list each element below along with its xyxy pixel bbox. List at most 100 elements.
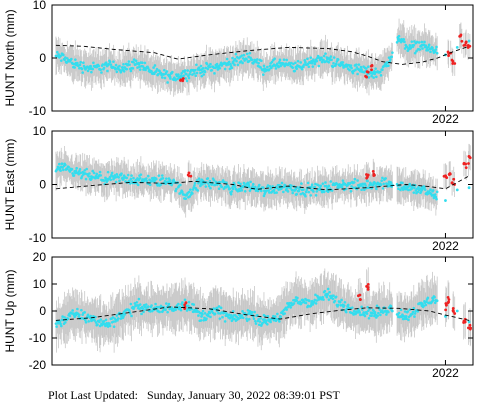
data-point <box>128 179 131 183</box>
data-point <box>253 185 257 189</box>
data-point <box>163 76 167 80</box>
data-point <box>55 325 58 328</box>
data-point <box>255 58 259 61</box>
recent-point <box>467 162 470 165</box>
data-point <box>412 191 416 194</box>
data-point <box>145 179 149 183</box>
data-point <box>127 60 131 63</box>
data-point <box>133 302 137 305</box>
data-point <box>58 55 62 58</box>
data-point <box>200 315 203 318</box>
data-point <box>184 193 188 197</box>
data-point <box>105 323 109 326</box>
recent-point <box>460 39 464 43</box>
data-point <box>421 47 424 50</box>
data-point <box>155 67 159 71</box>
data-point <box>218 66 222 70</box>
data-point <box>216 68 220 71</box>
recent-point <box>184 301 188 305</box>
data-point <box>148 183 152 187</box>
data-point <box>55 168 59 171</box>
data-point <box>184 197 187 201</box>
y-tick-label: -20 <box>29 358 47 372</box>
recent-point <box>442 174 446 178</box>
data-point <box>88 172 91 175</box>
recent-point <box>451 309 455 313</box>
data-point <box>195 63 198 67</box>
data-point <box>435 299 439 303</box>
data-point <box>229 62 232 66</box>
data-point <box>397 34 401 38</box>
data-point <box>189 188 192 191</box>
recent-point <box>444 308 448 312</box>
data-point <box>330 58 333 62</box>
data-point <box>278 58 282 62</box>
data-point <box>306 57 309 61</box>
data-point <box>431 189 435 192</box>
data-point <box>215 62 219 66</box>
data-point <box>310 185 313 189</box>
recent-point <box>452 177 456 181</box>
data-point <box>324 52 327 55</box>
data-point <box>253 319 257 323</box>
y-tick-label: -10 <box>29 231 47 245</box>
data-point <box>242 181 246 185</box>
data-point <box>86 69 90 73</box>
data-point <box>410 40 414 43</box>
data-point <box>336 58 340 61</box>
data-point <box>236 189 240 193</box>
data-point <box>90 70 93 74</box>
data-point <box>424 44 428 47</box>
data-point <box>403 47 407 50</box>
data-point <box>247 184 251 187</box>
data-point <box>276 62 279 65</box>
data-point <box>254 322 258 325</box>
data-point <box>239 182 242 186</box>
data-point <box>426 49 430 52</box>
data-point <box>233 183 236 186</box>
y-tick-label: 10 <box>33 124 47 138</box>
data-point <box>137 304 140 307</box>
data-point <box>233 185 237 189</box>
data-point <box>285 58 288 62</box>
data-point <box>175 187 178 191</box>
data-point <box>373 182 377 185</box>
data-point <box>321 295 325 299</box>
data-point <box>408 43 412 47</box>
data-point <box>219 306 223 310</box>
recent-point <box>369 64 373 68</box>
data-point <box>92 171 96 175</box>
data-point <box>174 308 177 312</box>
data-point <box>146 305 150 308</box>
data-point <box>177 302 180 306</box>
data-point <box>248 51 252 55</box>
data-point <box>165 70 169 73</box>
data-point <box>364 67 368 70</box>
data-point <box>93 319 97 322</box>
data-point <box>184 72 188 76</box>
data-point <box>84 318 87 322</box>
data-point <box>231 187 235 191</box>
data-point <box>399 188 402 192</box>
data-point <box>146 67 150 70</box>
recent-point <box>447 51 451 55</box>
data-point <box>199 319 203 322</box>
data-point <box>274 67 278 70</box>
data-point <box>243 189 247 193</box>
data-point <box>266 315 270 318</box>
data-point <box>305 188 309 192</box>
data-point <box>84 172 87 175</box>
data-point <box>209 62 212 66</box>
data-point <box>203 312 207 315</box>
data-point <box>268 191 271 194</box>
data-point <box>223 180 226 184</box>
data-point <box>207 184 211 188</box>
data-point <box>334 62 338 66</box>
data-point <box>309 194 313 197</box>
data-point <box>396 37 400 41</box>
data-point <box>338 300 342 304</box>
data-point <box>349 64 353 67</box>
data-point <box>215 65 219 68</box>
data-point <box>467 186 471 190</box>
data-point <box>315 190 319 193</box>
